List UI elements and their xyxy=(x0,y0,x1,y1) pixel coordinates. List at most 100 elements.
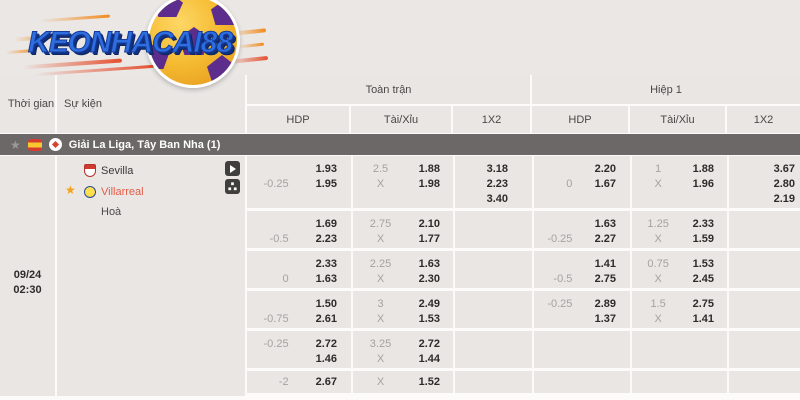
odds-line[interactable]: X 1.59 xyxy=(632,232,727,247)
odds-value[interactable]: 1.88 xyxy=(692,163,714,175)
odds-value[interactable]: 2.72 xyxy=(315,338,337,350)
odds-value[interactable]: 1.77 xyxy=(418,233,440,245)
odds-line[interactable]: -0.5 2.75 xyxy=(534,272,630,287)
odds-value[interactable]: 2.80 xyxy=(773,178,795,190)
odds-value[interactable]: 2.30 xyxy=(418,273,440,285)
odds-value[interactable]: 2.67 xyxy=(315,376,337,388)
full-hdp-cell: 1.69 -0.5 2.23 xyxy=(247,211,351,248)
odds-line[interactable]: 3 2.49 xyxy=(353,297,453,312)
odds-line[interactable]: 1.50 xyxy=(247,297,351,312)
odds-line[interactable]: X 1.77 xyxy=(353,232,453,247)
odds-value[interactable]: 1.46 xyxy=(315,353,337,365)
odds-line[interactable]: -0.25 2.72 xyxy=(247,337,351,352)
spain-flag-icon xyxy=(27,138,42,151)
odds-line[interactable]: 2.75 2.10 xyxy=(353,217,453,232)
odds-line[interactable]: 3.40 xyxy=(455,192,532,207)
odds-line[interactable]: 2.33 xyxy=(247,257,351,272)
odds-line[interactable]: 0.75 1.53 xyxy=(632,257,727,272)
odds-line[interactable]: 2.80 xyxy=(729,177,800,192)
odds-value[interactable]: 2.27 xyxy=(594,233,616,245)
odds-value[interactable]: 1.52 xyxy=(418,376,440,388)
odds-value[interactable]: 1.59 xyxy=(692,233,714,245)
odds-value[interactable]: 3.67 xyxy=(773,163,795,175)
full-ou-cell: 3.25 2.72 X 1.44 xyxy=(351,331,453,368)
odds-line[interactable]: 1.25 2.33 xyxy=(632,217,727,232)
odds-value[interactable]: 1.63 xyxy=(594,218,616,230)
favorite-star-icon[interactable]: ★ xyxy=(10,137,21,152)
odds-value[interactable]: 2.20 xyxy=(594,163,616,175)
odds-value[interactable]: 2.49 xyxy=(418,298,440,310)
odds-line[interactable]: 3.18 xyxy=(455,162,532,177)
odds-line[interactable]: 2.23 xyxy=(455,177,532,192)
odds-line[interactable]: 1.37 xyxy=(534,312,630,327)
odds-line[interactable]: -0.25 1.95 xyxy=(247,177,351,192)
odds-line[interactable]: 1.5 2.75 xyxy=(632,297,727,312)
odds-line[interactable]: -2 2.67 xyxy=(247,375,351,390)
odds-line[interactable]: 2.25 1.63 xyxy=(353,257,453,272)
odds-line[interactable]: 1.93 xyxy=(247,162,351,177)
odds-value[interactable]: 1.63 xyxy=(315,273,337,285)
odds-line[interactable]: X 1.98 xyxy=(353,177,453,192)
odds-line[interactable]: 0 1.67 xyxy=(534,177,630,192)
odds-value[interactable]: 2.72 xyxy=(418,338,440,350)
odds-line[interactable]: -0.25 2.27 xyxy=(534,232,630,247)
odds-line[interactable]: 2.5 1.88 xyxy=(353,162,453,177)
line-value: X xyxy=(376,376,385,388)
away-team-row[interactable]: Villarreal xyxy=(57,181,245,202)
odds-line[interactable]: X 1.96 xyxy=(632,177,727,192)
odds-value[interactable]: 1.69 xyxy=(315,218,337,230)
odds-line[interactable]: 2.19 xyxy=(729,192,800,207)
favorite-star-icon[interactable]: ★ xyxy=(65,183,76,197)
odds-value[interactable]: 2.89 xyxy=(594,298,616,310)
odds-value[interactable]: 1.93 xyxy=(315,163,337,175)
odds-value[interactable]: 1.53 xyxy=(418,313,440,325)
odds-value[interactable]: 1.53 xyxy=(692,258,714,270)
odds-value[interactable]: 3.40 xyxy=(486,193,508,205)
odds-value[interactable]: 1.67 xyxy=(594,178,616,190)
odds-line[interactable]: 1.63 xyxy=(534,217,630,232)
odds-line[interactable]: 3.67 xyxy=(729,162,800,177)
odds-line[interactable]: X 1.41 xyxy=(632,312,727,327)
odds-value[interactable]: 1.41 xyxy=(594,258,616,270)
odds-value[interactable]: 1.63 xyxy=(418,258,440,270)
line-value: X xyxy=(376,273,385,285)
odds-line[interactable]: 3.25 2.72 xyxy=(353,337,453,352)
odds-value[interactable]: 2.45 xyxy=(692,273,714,285)
odds-value[interactable]: 1.37 xyxy=(594,313,616,325)
odds-line[interactable]: 0 1.63 xyxy=(247,272,351,287)
odds-line[interactable]: 2.20 xyxy=(534,162,630,177)
odds-value[interactable]: 2.75 xyxy=(594,273,616,285)
odds-line[interactable]: X 2.30 xyxy=(353,272,453,287)
odds-value[interactable]: 1.96 xyxy=(692,178,714,190)
odds-value[interactable]: 1.41 xyxy=(692,313,714,325)
home-team-row[interactable]: Sevilla xyxy=(57,156,245,181)
odds-line[interactable]: X 1.44 xyxy=(353,352,453,367)
odds-value[interactable]: 1.98 xyxy=(418,178,440,190)
odds-value[interactable]: 2.23 xyxy=(315,233,337,245)
odds-value[interactable]: 2.23 xyxy=(486,178,508,190)
odds-value[interactable]: 3.18 xyxy=(486,163,508,175)
odds-value[interactable]: 1.88 xyxy=(418,163,440,175)
odds-value[interactable]: 1.95 xyxy=(315,178,337,190)
odds-value[interactable]: 2.19 xyxy=(773,193,795,205)
odds-value[interactable]: 2.10 xyxy=(418,218,440,230)
odds-line[interactable]: -0.75 2.61 xyxy=(247,312,351,327)
odds-value[interactable]: 1.44 xyxy=(418,353,440,365)
lineup-stats-button[interactable] xyxy=(225,179,240,194)
odds-value[interactable]: 2.61 xyxy=(315,313,337,325)
odds-value[interactable]: 2.33 xyxy=(692,218,714,230)
odds-line[interactable]: -0.25 2.89 xyxy=(534,297,630,312)
odds-line[interactable]: X 1.53 xyxy=(353,312,453,327)
odds-line[interactable]: 1.46 xyxy=(247,352,351,367)
odds-value[interactable]: 1.50 xyxy=(315,298,337,310)
odds-line[interactable]: 1.41 xyxy=(534,257,630,272)
odds-line[interactable]: X 2.45 xyxy=(632,272,727,287)
odds-line[interactable]: 1 1.88 xyxy=(632,162,727,177)
odds-value[interactable]: 2.75 xyxy=(692,298,714,310)
odds-value[interactable]: 2.33 xyxy=(315,258,337,270)
odds-line[interactable]: -0.5 2.23 xyxy=(247,232,351,247)
match-event-cell[interactable]: ★ Sevilla Villarreal Hoà xyxy=(57,156,245,396)
odds-line[interactable]: X 1.52 xyxy=(353,375,453,390)
odds-line[interactable]: 1.69 xyxy=(247,217,351,232)
live-play-button[interactable] xyxy=(225,161,240,176)
